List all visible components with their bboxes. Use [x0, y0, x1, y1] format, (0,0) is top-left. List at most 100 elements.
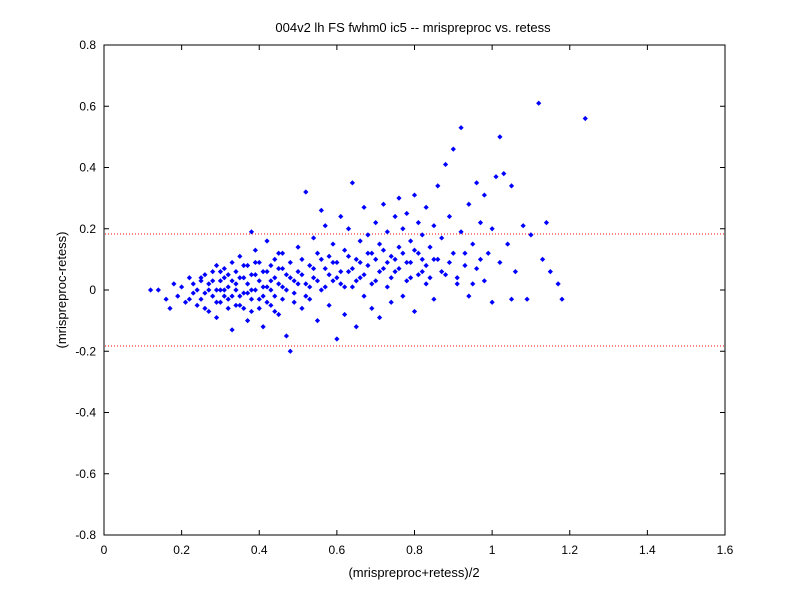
- data-point: [338, 281, 344, 287]
- data-point: [264, 238, 270, 244]
- data-point: [206, 308, 212, 315]
- data-point: [477, 256, 484, 262]
- y-tick-label: -0.4: [75, 406, 96, 420]
- y-tick-label: 0.6: [79, 99, 96, 113]
- data-point: [287, 275, 293, 281]
- data-point: [314, 278, 321, 284]
- data-point: [291, 290, 297, 296]
- data-point: [462, 262, 468, 269]
- data-point: [524, 296, 530, 302]
- data-point: [485, 250, 491, 256]
- data-point: [291, 278, 297, 284]
- data-point: [279, 250, 286, 256]
- data-point: [505, 241, 511, 247]
- data-point: [384, 284, 390, 290]
- data-point: [276, 265, 282, 272]
- data-point: [380, 265, 387, 272]
- data-point: [373, 278, 379, 284]
- data-point: [345, 226, 352, 232]
- data-point: [536, 100, 542, 106]
- reference-lines: [105, 233, 724, 347]
- data-point: [279, 284, 286, 290]
- data-point: [186, 296, 192, 302]
- y-tick-label: 0.8: [79, 38, 96, 52]
- data-point: [582, 115, 588, 122]
- data-point: [404, 210, 410, 217]
- data-point: [272, 275, 278, 281]
- data-point: [225, 272, 231, 278]
- data-point: [435, 256, 441, 262]
- data-point: [547, 269, 553, 275]
- data-point: [217, 287, 224, 293]
- data-point: [252, 259, 258, 266]
- data-point: [287, 259, 293, 266]
- data-point: [419, 256, 425, 262]
- data-point: [369, 250, 375, 256]
- data-point: [431, 296, 437, 302]
- data-point: [345, 253, 352, 259]
- data-point: [338, 213, 344, 220]
- data-point: [248, 296, 255, 302]
- data-point: [256, 296, 262, 302]
- data-point: [221, 275, 227, 281]
- data-point: [481, 278, 487, 284]
- y-axis-ticks: -0.8 -0.6 -0.4 -0.2 0 0.2 0.4 0.6 0.8: [75, 38, 725, 542]
- data-point: [310, 235, 317, 241]
- data-point: [279, 265, 286, 272]
- data-point: [229, 293, 235, 299]
- data-point: [388, 299, 394, 305]
- data-point: [322, 223, 328, 229]
- data-point: [206, 281, 212, 287]
- data-point: [489, 299, 495, 305]
- data-point: [303, 189, 309, 195]
- data-point: [182, 299, 189, 305]
- data-point: [431, 223, 437, 229]
- data-point: [310, 275, 317, 281]
- data-point: [248, 287, 255, 293]
- data-point: [520, 223, 526, 229]
- data-point: [361, 204, 367, 210]
- data-point: [229, 278, 235, 284]
- data-point: [342, 311, 348, 318]
- data-point: [528, 232, 534, 238]
- data-point: [427, 275, 433, 281]
- data-point: [431, 256, 437, 262]
- x-tick-label: 0.2: [173, 543, 190, 557]
- data-point: [299, 256, 305, 262]
- data-point: [334, 259, 340, 266]
- data-point: [210, 269, 216, 275]
- data-point: [466, 293, 472, 299]
- data-point: [543, 220, 550, 226]
- data-point: [233, 302, 239, 308]
- data-point: [493, 174, 499, 180]
- data-point: [155, 287, 161, 293]
- data-point: [264, 269, 270, 275]
- data-point: [175, 293, 181, 299]
- y-tick-label: 0.4: [79, 161, 96, 175]
- data-point: [435, 183, 441, 189]
- data-point: [439, 235, 445, 241]
- data-points: [147, 100, 588, 354]
- data-point: [268, 278, 274, 284]
- data-point: [365, 250, 371, 256]
- data-point: [497, 259, 503, 266]
- data-point: [276, 311, 282, 318]
- data-point: [233, 281, 239, 287]
- data-point: [229, 259, 235, 266]
- data-point: [466, 201, 472, 207]
- data-point: [450, 250, 456, 256]
- data-point: [446, 259, 453, 266]
- data-point: [439, 269, 445, 275]
- data-point: [349, 265, 355, 272]
- data-point: [268, 287, 274, 293]
- data-point: [198, 278, 204, 284]
- data-point: [291, 299, 297, 305]
- data-point: [458, 125, 464, 131]
- data-point: [454, 281, 460, 287]
- data-point: [237, 253, 243, 259]
- data-point: [194, 302, 200, 308]
- data-point: [256, 259, 262, 266]
- data-point: [279, 296, 286, 302]
- data-point: [419, 232, 425, 238]
- data-point: [388, 253, 394, 259]
